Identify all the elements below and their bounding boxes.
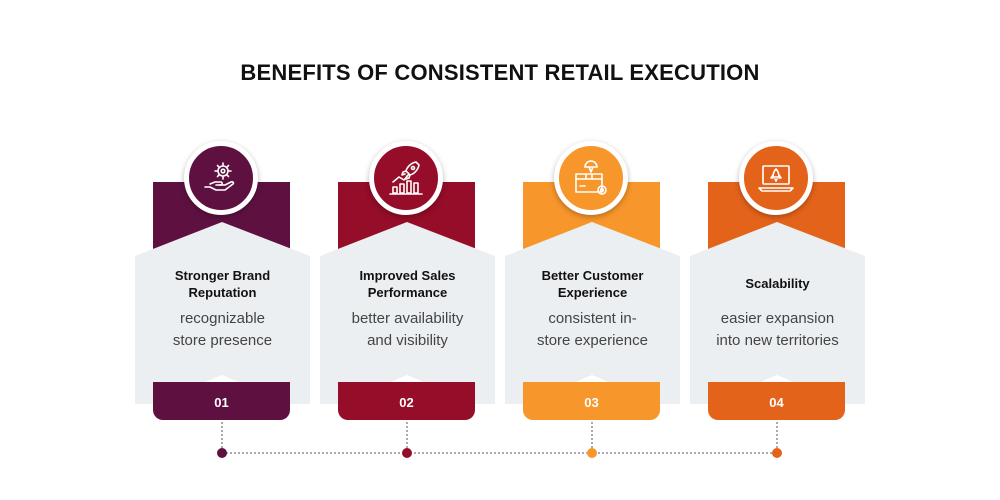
card-panel [505, 222, 680, 404]
card-number: 01 [214, 395, 229, 410]
timeline-dot-3 [587, 448, 597, 458]
card-number-tab [708, 382, 845, 420]
rocket-chart-icon [369, 141, 443, 215]
card-heading-line1: Stronger Brand [174, 268, 271, 283]
page-title: BENEFITS OF CONSISTENT RETAIL EXECUTION [240, 60, 760, 85]
hand-gear-icon [184, 141, 258, 215]
card-description-line1: easier expansion [720, 310, 835, 327]
card-description-line1: consistent in- [548, 310, 637, 327]
card-heading-line1: Better Customer [541, 268, 644, 283]
card-description-line1: better availability [351, 310, 464, 327]
card-panel [690, 222, 865, 404]
card-number: 02 [399, 395, 414, 410]
benefit-card-4: 04 Scalability easier expansion into new… [690, 137, 865, 427]
timeline-dot-1 [217, 448, 227, 458]
timeline-dot-2 [402, 448, 412, 458]
card-number-tab [523, 382, 660, 420]
benefit-card-3: 03 Better Customer Experience consistent… [505, 137, 680, 427]
timeline-dot-4 [772, 448, 782, 458]
card-heading-line2: Performance [367, 285, 448, 300]
card-description-line1: recognizable [179, 310, 266, 327]
card-number-tab [338, 382, 475, 420]
benefit-card-2: 02 Improved Sales Performance better ava… [320, 137, 495, 427]
card-heading-line2: Reputation [188, 285, 257, 300]
card-heading-line1: Improved Sales [359, 268, 456, 283]
card-description-line2: store experience [537, 332, 648, 349]
card-number-tab [153, 382, 290, 420]
card-panel [135, 222, 310, 404]
card-panel [320, 222, 495, 404]
benefit-card-1: 01 Stronger Brand Reputation recognizabl… [135, 137, 310, 427]
card-heading: Scalability [745, 276, 810, 291]
card-heading-line2: Experience [557, 285, 628, 300]
card-number: 04 [769, 395, 784, 410]
card-description-line2: and visibility [367, 332, 448, 349]
card-number: 03 [584, 395, 599, 410]
laptop-rocket-icon [739, 141, 813, 215]
card-description-line2: store presence [172, 332, 273, 349]
card-description-line2: into new territories [716, 332, 839, 349]
box-settings-icon [554, 141, 628, 215]
